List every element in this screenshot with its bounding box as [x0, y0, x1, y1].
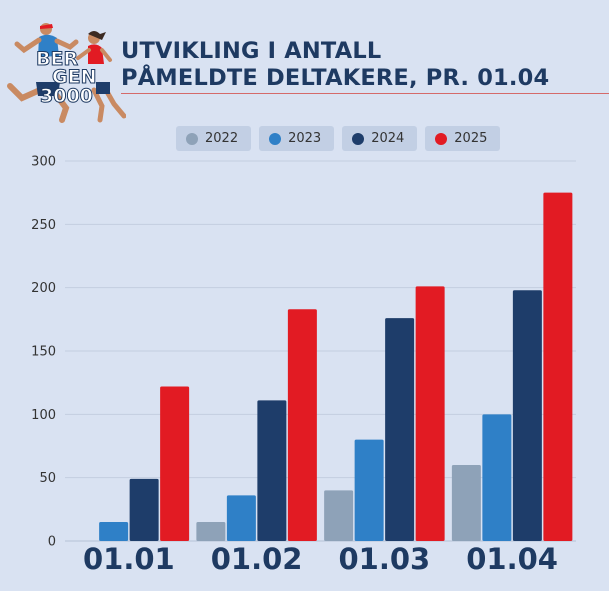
logo-text-ber: BER: [36, 48, 78, 70]
y-tick-label: 300: [31, 155, 56, 170]
y-tick-label: 100: [31, 408, 56, 423]
bar-2025-01.04: [543, 192, 573, 541]
legend-label: 2022: [205, 131, 239, 146]
bar-2024-01.03: [385, 318, 415, 541]
x-category-label: 01.04: [466, 542, 558, 576]
y-tick-label: 150: [31, 345, 56, 360]
logo-text-gen: GEN: [52, 66, 96, 88]
legend-item-2022: 2022: [176, 126, 252, 151]
legend-swatch: [269, 132, 282, 145]
bar-2022-01.02: [196, 522, 226, 541]
bar-2023-01.04: [482, 414, 512, 541]
bar-2023-01.02: [226, 495, 256, 541]
y-tick-label: 250: [31, 218, 56, 233]
chart-title-line2: PÅMELDTE DELTAKERE, PR. 01.04: [121, 65, 550, 91]
bar-2025-01.03: [415, 286, 445, 541]
legend-label: 2024: [371, 131, 405, 146]
y-tick-label: 50: [39, 471, 56, 486]
bergen3000-logo: BER GEN 3000: [7, 23, 126, 123]
bar-2025-01.02: [287, 309, 317, 541]
bar-2023-01.03: [354, 439, 384, 541]
legend-item-2024: 2024: [342, 126, 418, 151]
bar-2023-01.01: [99, 522, 129, 541]
chart-legend: 2022 2023 2024 2025: [176, 126, 501, 151]
bar-2025-01.01: [160, 386, 190, 541]
x-category-label: 01.01: [83, 542, 175, 576]
legend-label: 2023: [288, 131, 322, 146]
legend-label: 2025: [454, 131, 488, 146]
legend-swatch: [352, 132, 365, 145]
y-tick-label: 0: [48, 535, 56, 550]
y-tick-label: 200: [31, 281, 56, 296]
legend-swatch: [186, 132, 198, 145]
legend-swatch: [435, 132, 448, 145]
legend-item-2025: 2025: [425, 126, 501, 151]
bar-2022-01.04: [451, 465, 481, 541]
x-category-label: 01.03: [339, 542, 431, 576]
bar-2022-01.03: [324, 490, 354, 541]
x-category-label: 01.02: [211, 542, 303, 576]
logo-text-3000: 3000: [40, 85, 93, 107]
bar-2024-01.04: [512, 290, 542, 541]
bar-2024-01.01: [129, 478, 159, 541]
legend-item-2023: 2023: [259, 126, 335, 151]
runner-woman-figure: [76, 31, 126, 123]
chart-title-line1: UTVIKLING I ANTALL: [121, 38, 382, 64]
runner-man-figure: [7, 23, 79, 123]
bar-2024-01.02: [257, 400, 287, 541]
title-divider: [121, 93, 609, 94]
chart-title: UTVIKLING I ANTALL PÅMELDTE DELTAKERE, P…: [121, 38, 549, 92]
